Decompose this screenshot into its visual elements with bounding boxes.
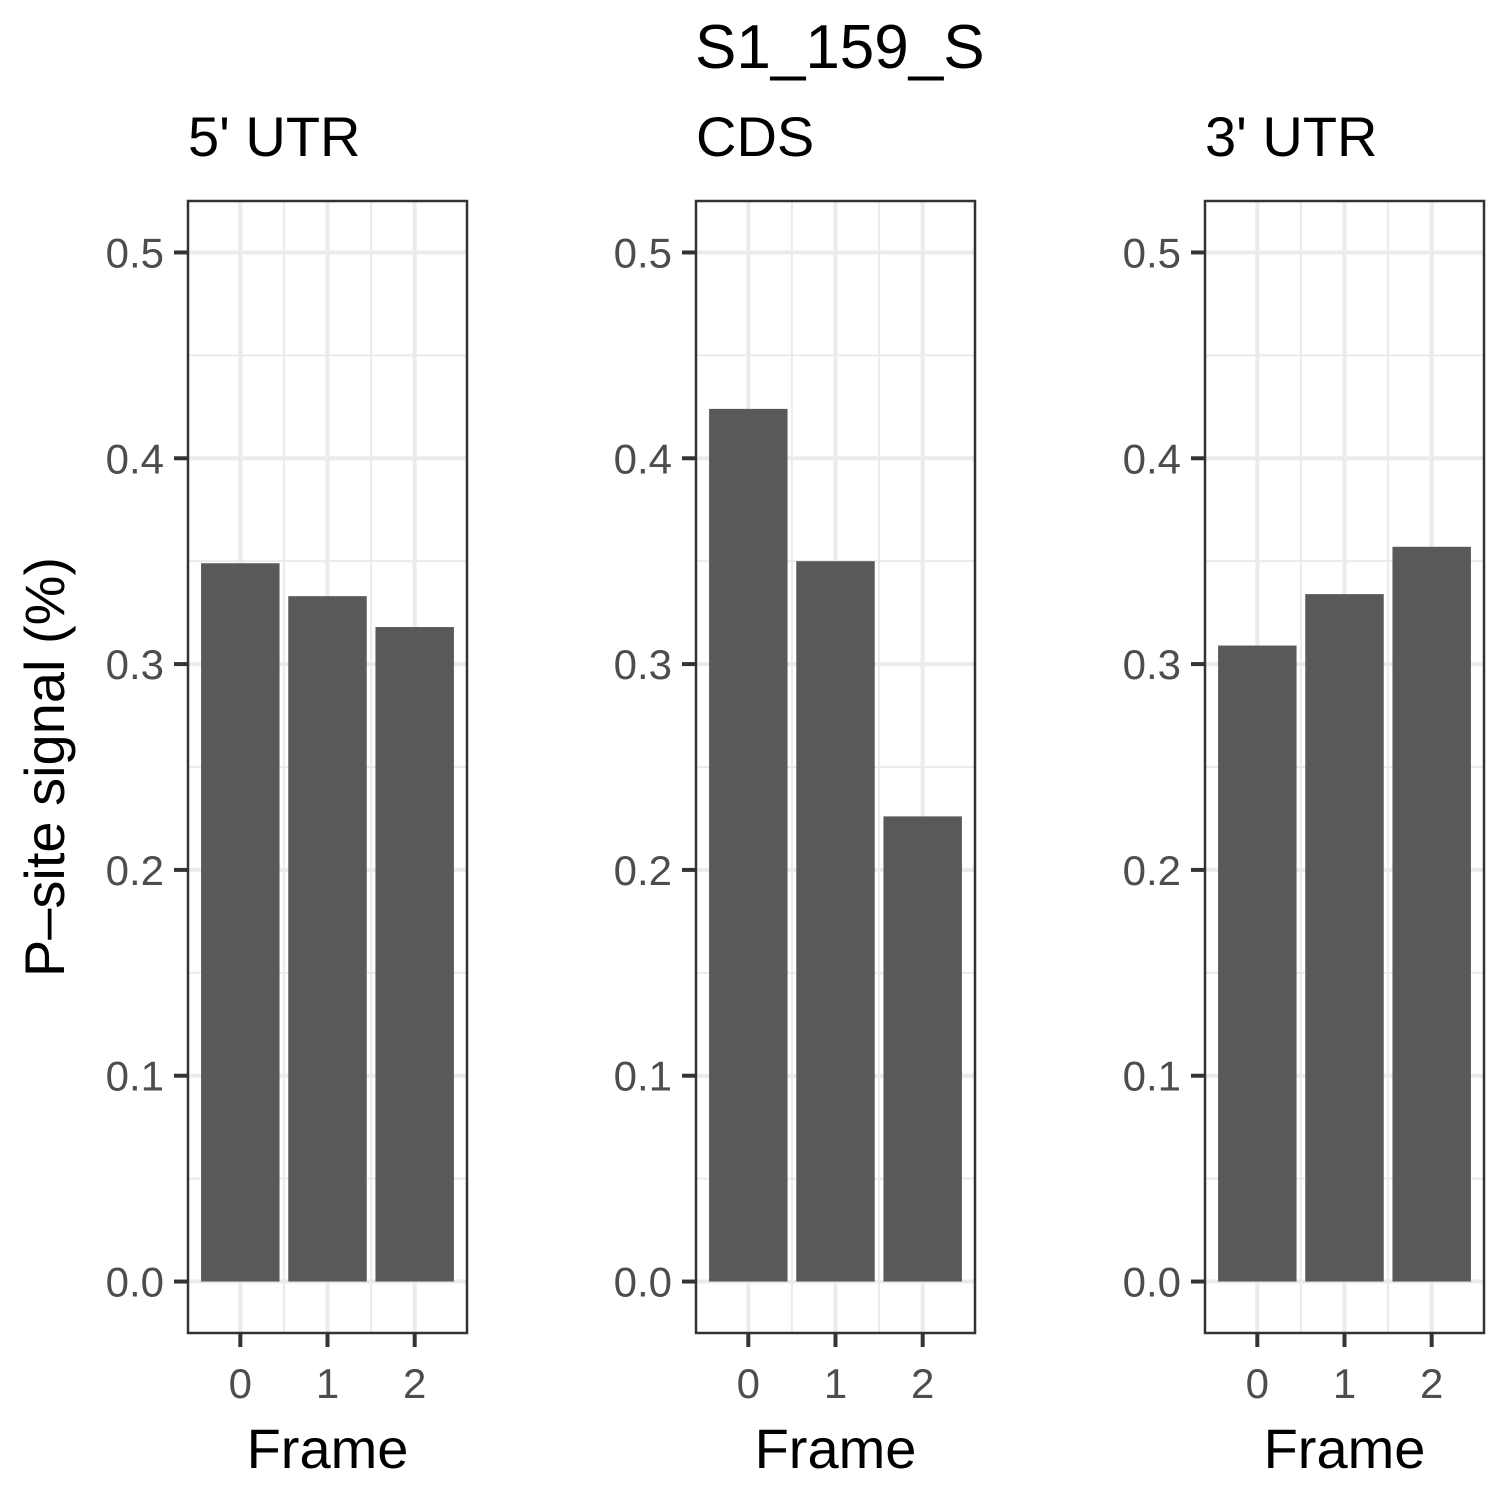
y-tick-label: 0.4 [1123, 435, 1181, 482]
bar-cds-frame-2 [883, 816, 962, 1282]
bar-3utr-frame-0 [1218, 645, 1297, 1282]
bar-5utr-frame-2 [375, 627, 454, 1282]
y-tick-label: 0.5 [106, 229, 164, 276]
y-tick-label: 0.5 [1123, 229, 1181, 276]
x-axis-title: Frame [247, 1417, 409, 1480]
plot-title: S1_159_S [695, 13, 985, 82]
y-tick-label: 0.3 [614, 641, 672, 688]
y-tick-label: 0.1 [614, 1053, 672, 1100]
y-tick-label: 0.3 [106, 641, 164, 688]
y-tick-label: 0.2 [106, 847, 164, 894]
bar-cds-frame-1 [796, 561, 875, 1282]
x-tick-label: 0 [1246, 1360, 1269, 1407]
y-tick-label: 0.0 [106, 1259, 164, 1306]
x-tick-label: 1 [1333, 1360, 1356, 1407]
panel-0: 5' UTR 0.0 0.1 0.2 0.3 0.4 0.5 0 1 2 Frame [106, 105, 469, 1480]
y-tick-label: 0.4 [106, 435, 164, 482]
x-tick-label: 0 [737, 1360, 760, 1407]
bar-5utr-frame-0 [201, 563, 280, 1282]
bar-5utr-frame-1 [288, 596, 367, 1282]
y-tick-label: 0.2 [1123, 847, 1181, 894]
panel-2: 3' UTR 0.0 0.1 0.2 0.3 0.4 0.5 0 1 2 Frame [1123, 105, 1486, 1480]
facet-label: CDS [696, 105, 814, 168]
y-tick-label: 0.4 [614, 435, 672, 482]
x-tick-label: 2 [1420, 1360, 1443, 1407]
y-tick-label: 0.3 [1123, 641, 1181, 688]
y-tick-label: 0.2 [614, 847, 672, 894]
y-tick-label: 0.0 [1123, 1259, 1181, 1306]
panel-1: CDS 0.0 0.1 0.2 0.3 0.4 0.5 0 1 2 Frame [614, 105, 977, 1480]
x-tick-label: 1 [824, 1360, 847, 1407]
y-axis-title: P–site signal (%) [13, 557, 76, 977]
facet-label: 5' UTR [188, 105, 360, 168]
y-tick-label: 0.5 [614, 229, 672, 276]
x-tick-label: 2 [911, 1360, 934, 1407]
bar-cds-frame-0 [709, 408, 788, 1282]
y-tick-label: 0.1 [1123, 1053, 1181, 1100]
x-tick-label: 1 [316, 1360, 339, 1407]
y-tick-label: 0.0 [614, 1259, 672, 1306]
y-tick-label: 0.1 [106, 1053, 164, 1100]
x-tick-label: 0 [229, 1360, 252, 1407]
x-axis-title: Frame [755, 1417, 917, 1480]
x-tick-label: 2 [403, 1360, 426, 1407]
bar-3utr-frame-2 [1392, 546, 1471, 1282]
bar-3utr-frame-1 [1305, 594, 1384, 1282]
facet-label: 3' UTR [1205, 105, 1377, 168]
x-axis-title: Frame [1264, 1417, 1426, 1480]
